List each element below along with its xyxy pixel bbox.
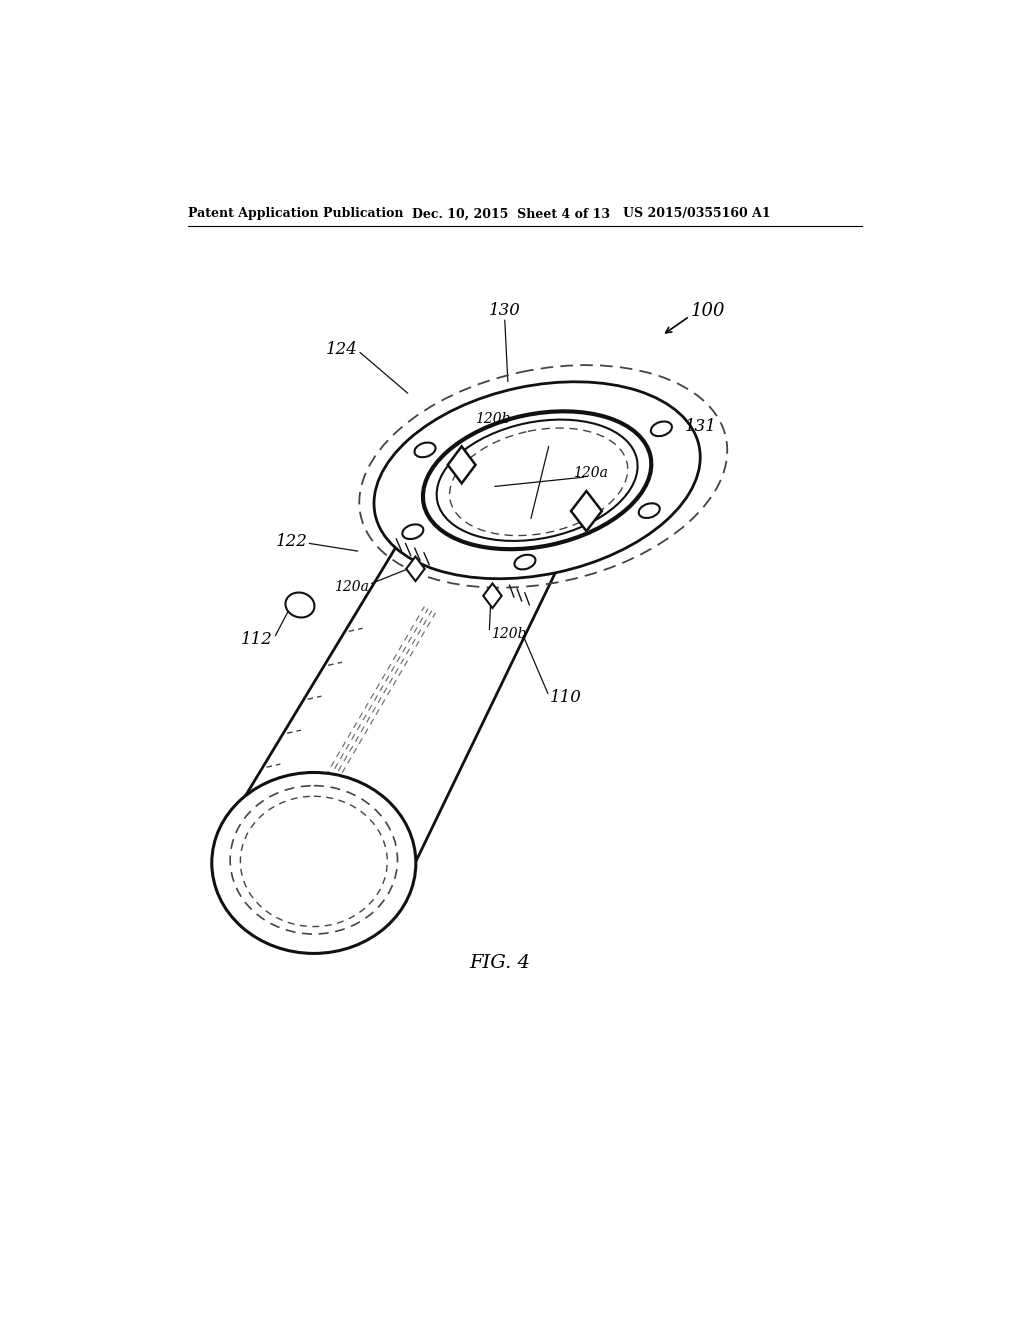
Ellipse shape	[514, 554, 536, 569]
Polygon shape	[447, 446, 475, 483]
Text: 120b: 120b	[490, 627, 526, 642]
Text: 131: 131	[685, 418, 717, 434]
Ellipse shape	[651, 421, 672, 436]
Ellipse shape	[415, 442, 435, 457]
Text: Dec. 10, 2015  Sheet 4 of 13: Dec. 10, 2015 Sheet 4 of 13	[412, 207, 609, 220]
Text: 130: 130	[488, 302, 521, 319]
Ellipse shape	[639, 503, 659, 517]
Polygon shape	[483, 583, 502, 609]
Text: 120b: 120b	[475, 412, 511, 425]
Ellipse shape	[286, 593, 314, 618]
Text: 110: 110	[550, 689, 582, 706]
Polygon shape	[571, 491, 602, 531]
Text: 122: 122	[275, 533, 307, 550]
Text: FIG. 4: FIG. 4	[470, 954, 530, 972]
Text: 112: 112	[241, 631, 273, 648]
Text: 120a: 120a	[335, 579, 370, 594]
Ellipse shape	[374, 381, 700, 578]
Polygon shape	[407, 557, 425, 581]
Ellipse shape	[212, 772, 416, 953]
Ellipse shape	[423, 412, 651, 549]
Text: US 2015/0355160 A1: US 2015/0355160 A1	[624, 207, 771, 220]
Text: 100: 100	[691, 302, 726, 319]
Ellipse shape	[402, 524, 423, 539]
Text: 124: 124	[326, 341, 357, 358]
Text: Patent Application Publication: Patent Application Publication	[188, 207, 403, 220]
Text: 120a: 120a	[572, 466, 607, 479]
